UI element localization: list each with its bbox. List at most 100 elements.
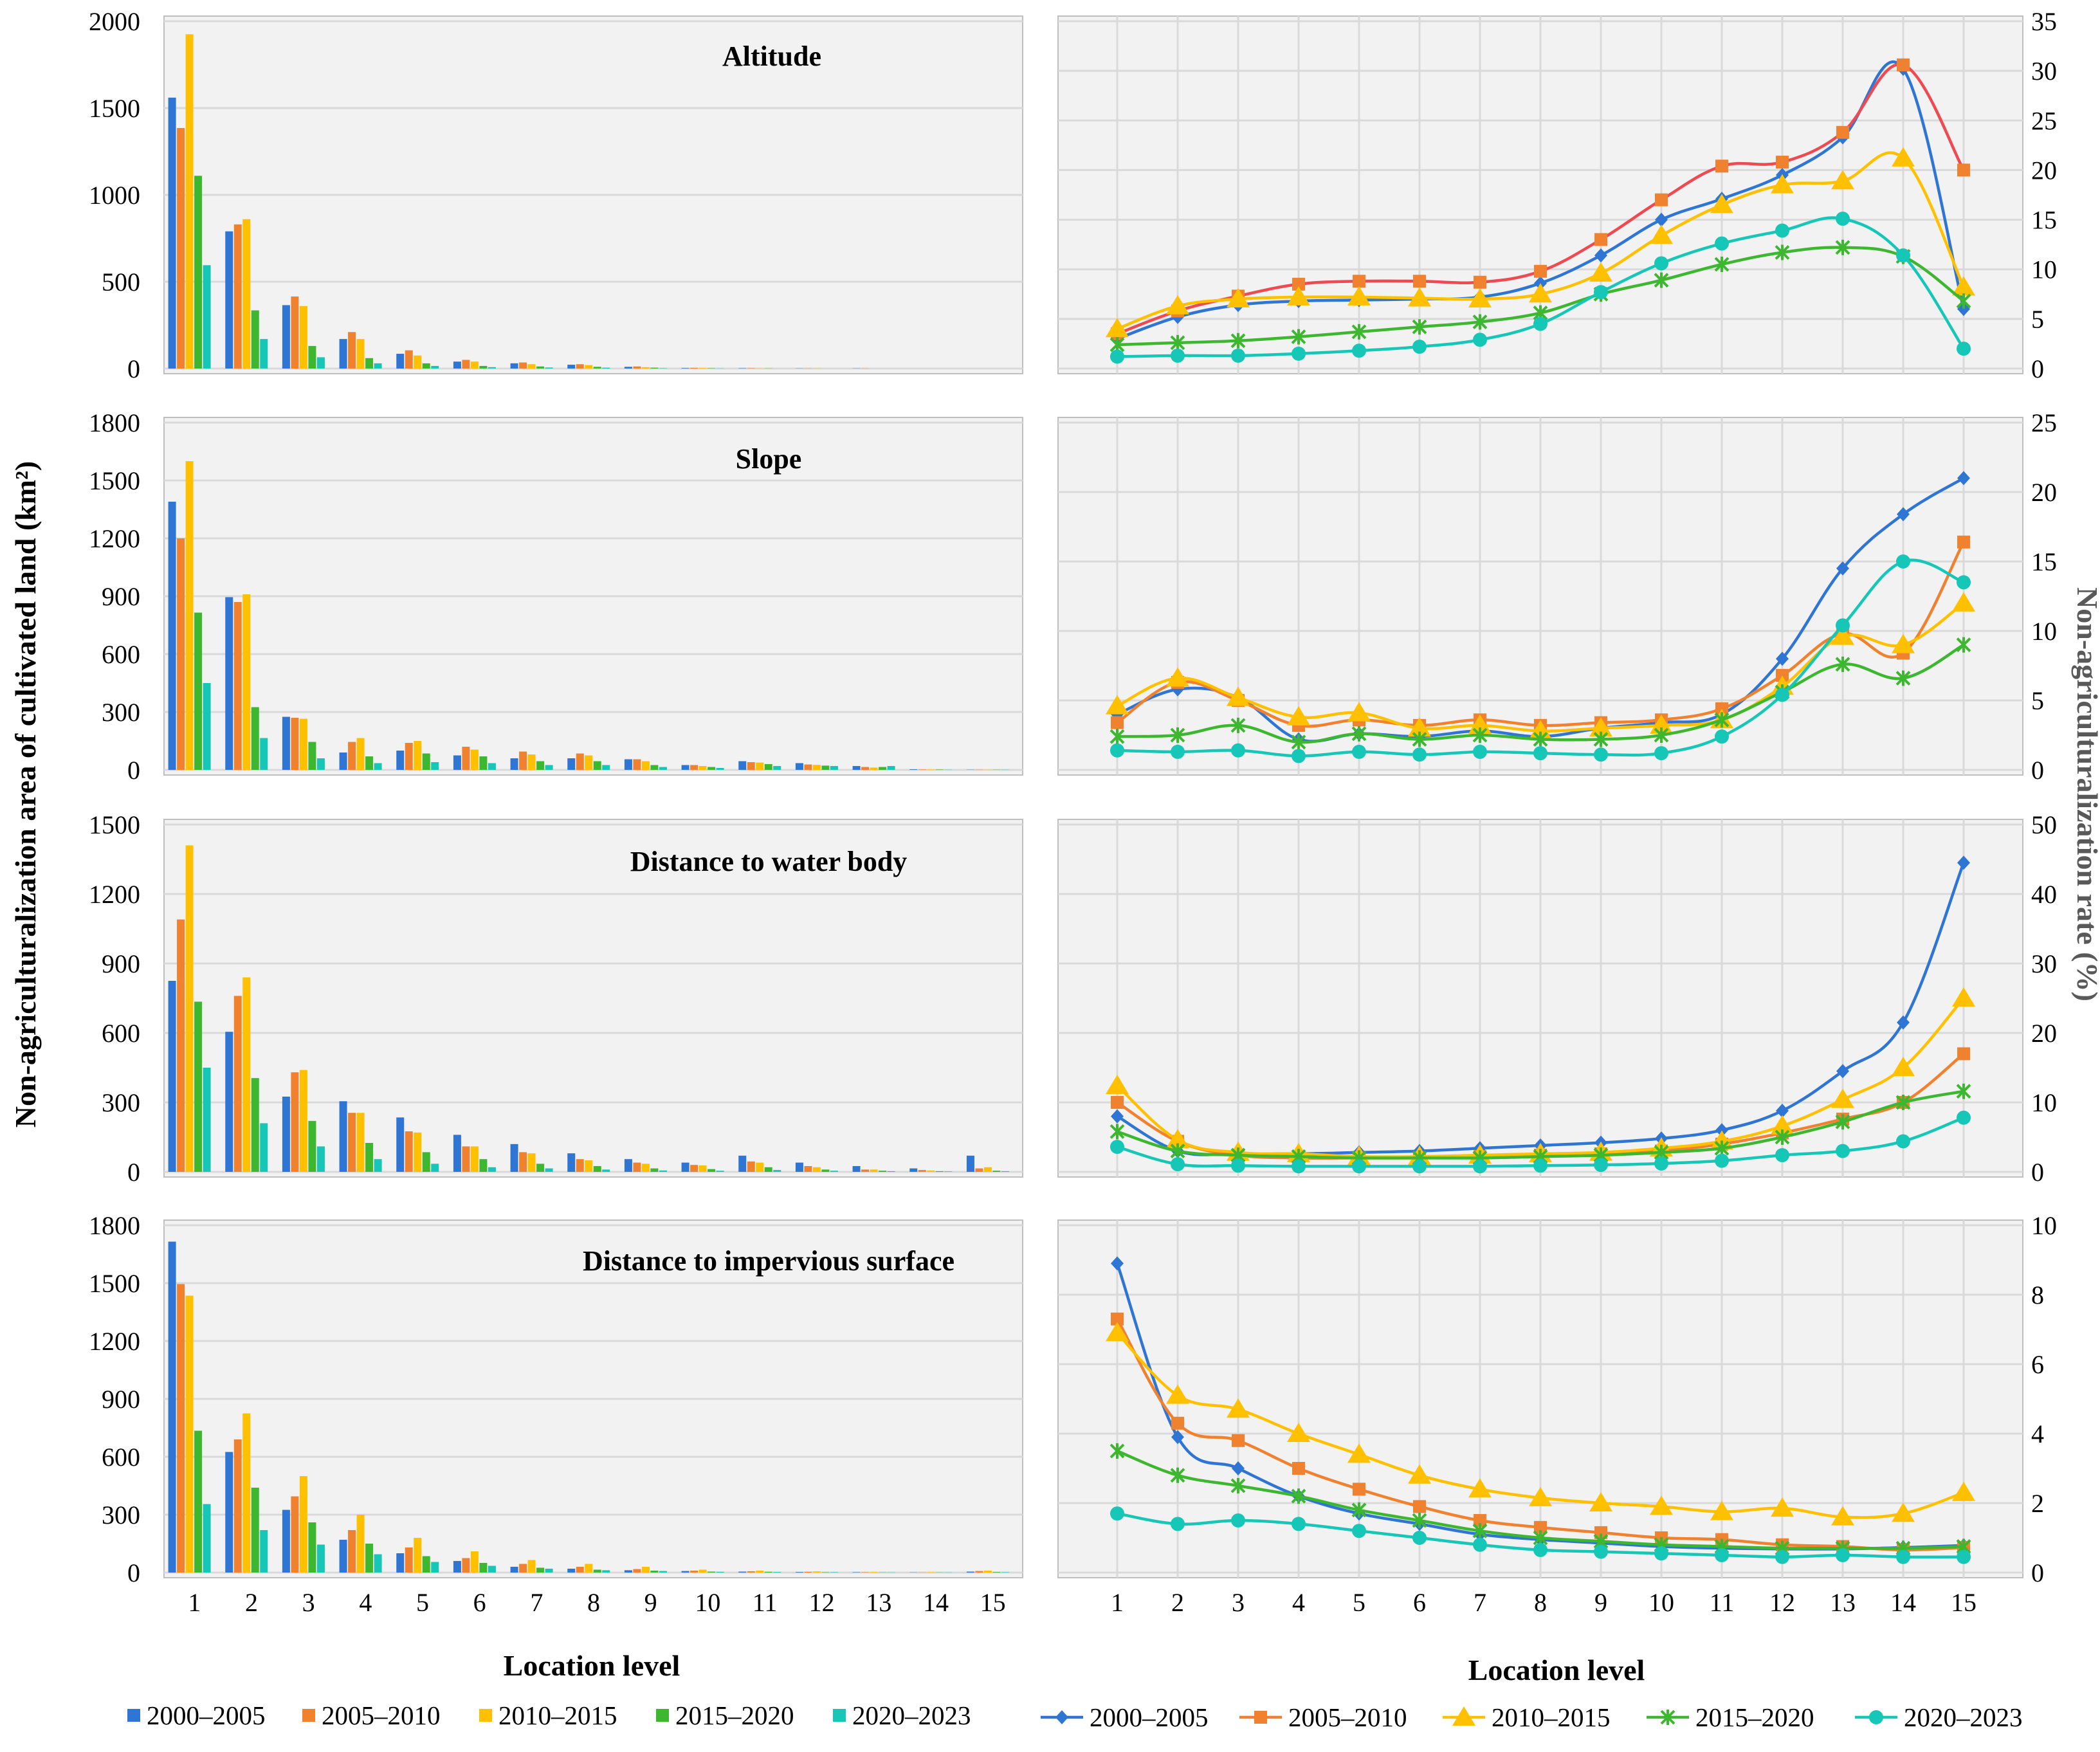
- legend-label: 2010–2015: [498, 1701, 617, 1730]
- point-2000-2005-12: [1776, 652, 1789, 666]
- bar-2020-2023-9: [659, 767, 667, 770]
- bar-2015-2020-7: [536, 1163, 545, 1172]
- bar-2010-2015-11: [756, 1162, 764, 1172]
- bar-series-2020-2023: [203, 1068, 1009, 1172]
- point-2010-2015-12: [1771, 1115, 1794, 1135]
- point-2010-2015-9: [1589, 1492, 1612, 1511]
- point-2015-2020-15: [1956, 1083, 1971, 1099]
- point-2010-2015-14: [1892, 634, 1915, 653]
- y-tick-label: 600: [102, 1443, 140, 1472]
- bar-2005-2010-1: [177, 128, 185, 369]
- point-2010-2015-11: [1710, 1130, 1733, 1150]
- point-2020-2023-14: [1896, 1134, 1910, 1149]
- point-2015-2020-15: [1956, 293, 1971, 309]
- legend-item-2015-2020: 2015–2020: [1647, 1702, 1814, 1732]
- point-2020-2023-10: [1654, 256, 1668, 271]
- bar-2020-2023-3: [316, 1544, 325, 1573]
- bar-2010-2015-12: [812, 1571, 821, 1573]
- bar-2000-2005-5: [396, 751, 405, 770]
- point-2010-2015-5: [1347, 1443, 1371, 1463]
- y-tick-label: 1200: [89, 880, 140, 909]
- bar-series-2000-2005: [168, 1241, 974, 1573]
- y-axis-label-left: Non-agriculturalization area of cultivat…: [9, 461, 42, 1127]
- bar-2005-2010-1: [177, 538, 185, 770]
- point-2000-2005-13: [1836, 561, 1849, 576]
- bar-2015-2020-5: [422, 753, 430, 770]
- bar-2010-2015-8: [585, 1564, 593, 1573]
- bar-2000-2005-1: [168, 502, 176, 770]
- point-2015-2020-12: [1775, 244, 1790, 260]
- bar-2000-2005-14: [909, 769, 918, 770]
- bar-2010-2015-7: [527, 1560, 536, 1573]
- bar-2015-2020-12: [821, 765, 830, 770]
- bar-2020-2023-7: [545, 1168, 553, 1172]
- point-2005-2010-8: [1534, 1520, 1547, 1534]
- bar-2015-2020-6: [479, 756, 488, 770]
- point-2005-2010-1: [1111, 1312, 1124, 1326]
- legend-item-2000-2005: 2000–2005: [1041, 1702, 1209, 1732]
- bar-2000-2005-15: [966, 1155, 974, 1172]
- bar-2020-2023-1: [203, 1504, 211, 1573]
- point-2015-2020-7: [1472, 314, 1488, 330]
- point-2005-2010-11: [1715, 160, 1728, 173]
- legend-label: 2020–2023: [1904, 1702, 2023, 1732]
- bar-2015-2020-3: [308, 1522, 316, 1573]
- chart-title: Slope: [736, 443, 802, 475]
- bar-2015-2020-5: [422, 363, 430, 369]
- bar-2020-2023-2: [260, 1530, 268, 1573]
- point-2010-2015-12: [1771, 1497, 1794, 1517]
- point-2020-2023-12: [1775, 223, 1789, 238]
- legend-marker: [1452, 1706, 1475, 1726]
- bar-2005-2010-4: [348, 332, 356, 369]
- chart-panels: 0500100015002000Altitude0510152025303503…: [89, 7, 2057, 1617]
- x-tick-label: 7: [530, 1588, 543, 1617]
- point-2010-2015-4: [1287, 706, 1310, 725]
- bar-2010-2015-7: [527, 1153, 536, 1172]
- point-2010-2015-14: [1892, 147, 1915, 167]
- legend-label: 2015–2020: [675, 1701, 794, 1730]
- point-2015-2020-4: [1291, 329, 1306, 345]
- line-chart-altitude-rate: 0 5 10 15 20 25 30 35: [1057, 7, 2057, 383]
- point-2005-2010-15: [1957, 535, 1970, 549]
- x-tick-label: 8: [587, 1588, 600, 1617]
- bar-2005-2010-13: [861, 1169, 870, 1172]
- point-2020-2023-1: [1110, 743, 1124, 758]
- bar-series-2010-2015: [185, 1295, 992, 1573]
- bar-2010-2015-6: [470, 1551, 479, 1573]
- point-2020-2023-4: [1292, 346, 1306, 361]
- y-tick-label: 15: [2031, 547, 2057, 576]
- bar-2015-2020-8: [593, 1569, 601, 1573]
- x-tick-label: 14: [923, 1588, 949, 1617]
- point-2020-2023-7: [1473, 744, 1487, 759]
- point-2015-2020-15: [1956, 637, 1971, 653]
- bar-2005-2010-9: [633, 366, 641, 369]
- x-tick-label: 7: [1474, 1588, 1486, 1617]
- bar-2010-2015-2: [242, 594, 251, 770]
- bar-2015-2020-15: [992, 1572, 1001, 1573]
- x-tick-label: 12: [809, 1588, 835, 1617]
- y-tick-label: 1200: [89, 1327, 140, 1356]
- point-2015-2020-1: [1109, 1443, 1125, 1459]
- bar-2000-2005-3: [282, 716, 290, 770]
- bar-2020-2023-13: [887, 766, 895, 770]
- point-2010-2015-5: [1347, 702, 1371, 722]
- point-2020-2023-5: [1352, 1524, 1366, 1538]
- bar-2000-2005-6: [453, 1135, 461, 1172]
- line-series-2010-2015: [1106, 1322, 1975, 1526]
- bar-2015-2020-13: [879, 1171, 887, 1172]
- bar-2020-2023-8: [602, 1169, 610, 1172]
- bar-2015-2020-10: [708, 767, 716, 770]
- bar-2000-2005-13: [852, 1572, 861, 1573]
- bar-series-2015-2020: [194, 1001, 1001, 1172]
- point-2020-2023-12: [1775, 1148, 1789, 1163]
- bar-2015-2020-4: [365, 756, 374, 770]
- bar-2010-2015-10: [698, 1569, 707, 1573]
- point-2010-2015-11: [1710, 1501, 1733, 1520]
- point-2020-2023-7: [1473, 1159, 1487, 1174]
- bar-2010-2015-4: [356, 339, 365, 369]
- point-2015-2020-4: [1291, 1488, 1306, 1504]
- line-series-2015-2020: [1109, 637, 1971, 750]
- point-2020-2023-8: [1533, 1542, 1548, 1557]
- bar-2010-2015-8: [585, 365, 593, 369]
- point-2000-2005-10: [1655, 212, 1668, 227]
